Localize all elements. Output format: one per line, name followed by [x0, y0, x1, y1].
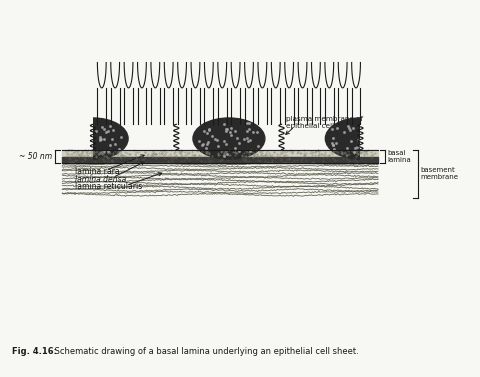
Text: ~ 50 nm: ~ 50 nm	[19, 152, 52, 161]
Text: basement
membrane: basement membrane	[420, 167, 458, 181]
Text: lamina densa: lamina densa	[75, 175, 127, 184]
Bar	[62, 157, 378, 163]
Text: lamina rara: lamina rara	[75, 167, 120, 176]
Text: lamina reticularis: lamina reticularis	[75, 182, 143, 191]
Text: Fig. 4.16:: Fig. 4.16:	[12, 347, 57, 356]
Text: basal
lamina: basal lamina	[388, 150, 411, 163]
Ellipse shape	[193, 118, 265, 159]
Text: plasma membrane of
epithelial cell: plasma membrane of epithelial cell	[286, 116, 363, 129]
Ellipse shape	[58, 118, 128, 159]
Bar	[62, 150, 378, 157]
Text: Schematic drawing of a basal lamina underlying an epithelial cell sheet.: Schematic drawing of a basal lamina unde…	[52, 347, 359, 356]
Ellipse shape	[325, 118, 396, 159]
